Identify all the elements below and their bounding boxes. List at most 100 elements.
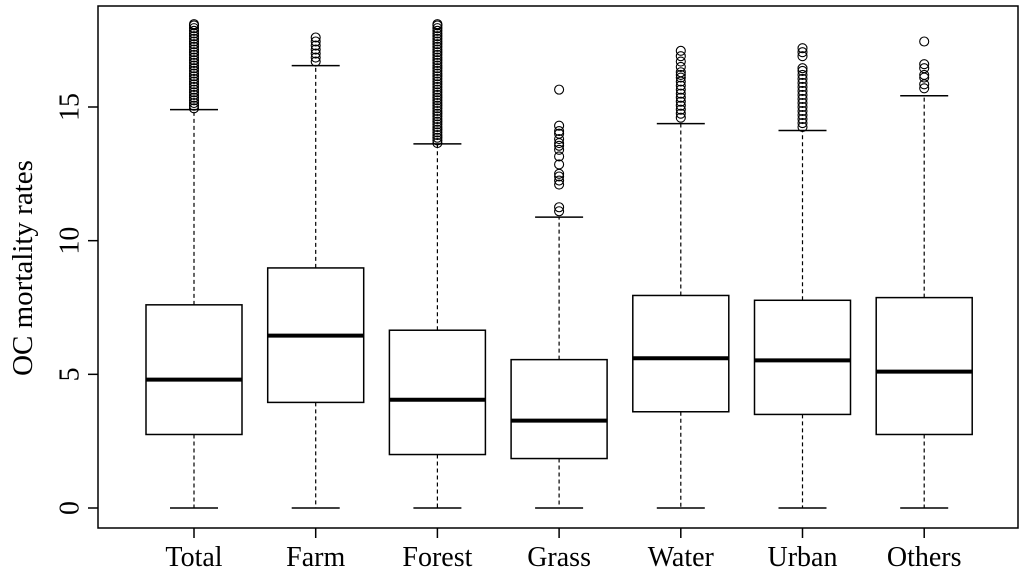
outlier-point [432,49,443,60]
outlier-point [797,109,808,121]
outlier-point [188,33,200,44]
outlier-point [797,63,808,74]
outlier-point [432,47,443,58]
outlier-point [432,65,443,76]
iqr-box [875,296,973,436]
outlier-point [188,87,200,98]
outlier-point [432,71,443,82]
outlier-point [188,73,200,84]
outlier-point [188,97,200,109]
y-tick-label: 10 [54,227,85,255]
outlier-point [432,60,443,71]
outlier-point [797,93,808,105]
outlier-point [675,67,686,78]
outlier-point [432,68,443,79]
outlier-point [432,25,443,36]
outlier-point [432,97,443,109]
x-tick-label: Total [165,542,222,572]
outlier-point [675,112,686,123]
outlier-point [432,132,443,143]
iqr-box [145,304,243,436]
outlier-point [188,44,200,55]
outlier-point [675,88,686,99]
outlier-point [188,68,200,79]
outlier-point [675,80,686,91]
outlier-point [188,55,200,66]
outlier-point [554,134,565,145]
outlier-point [432,84,443,95]
outlier-point [188,95,200,106]
outlier-point [188,31,200,42]
outlier-point [797,69,808,80]
x-tick-label: Urban [768,542,838,572]
outlier-point [554,151,565,162]
outlier-point [432,39,443,50]
outlier-point [432,113,443,125]
plot-frame [97,5,1019,529]
outlier-point [919,59,930,70]
outlier-point [432,76,443,87]
outlier-point [919,36,930,47]
outlier-point [797,43,808,54]
outlier-point [919,83,930,94]
outlier-point [797,117,808,129]
outlier-point [432,127,443,138]
box-forest [388,19,487,509]
outlier-point [188,19,200,30]
outlier-point [432,57,443,68]
outlier-point [432,124,443,135]
x-tick-label: Farm [286,542,345,572]
outlier-point [188,65,200,76]
outlier-point [188,76,200,87]
box-urban [753,43,852,509]
outlier-point [675,56,686,67]
outlier-point [432,95,443,106]
x-tick-label: Grass [527,542,591,572]
outlier-point [675,100,686,111]
outlier-point [432,103,443,114]
outlier-point [188,49,200,60]
outlier-point [310,44,321,55]
outlier-point [432,100,443,111]
outlier-point [675,69,686,80]
outlier-point [432,55,443,66]
iqr-box [753,299,852,416]
outlier-point [310,40,321,51]
box-group [145,19,973,509]
outlier-point [188,71,200,82]
outlier-point [432,105,443,117]
box-others [875,36,973,509]
outlier-point [554,84,565,95]
outlier-point [919,69,930,80]
outlier-point [432,135,443,146]
outlier-point [188,60,200,71]
outlier-point [432,63,443,74]
outlier-point [188,81,200,92]
outlier-point [432,44,443,55]
outlier-point [188,39,200,50]
outlier-point [797,47,808,58]
outlier-point [188,25,200,36]
outlier-point [554,206,565,217]
iqr-box [510,358,608,460]
outlier-point [797,97,808,109]
outlier-point [432,33,443,44]
iqr-box [632,294,730,413]
outlier-point [432,122,443,133]
outlier-point [675,96,686,107]
outlier-point [797,65,808,76]
outlier-point [554,120,565,131]
outlier-point [432,41,443,52]
outlier-point [432,116,443,127]
outlier-point [310,32,321,43]
outlier-point [554,144,565,155]
y-axis-label: OC mortality rates [7,160,39,376]
outlier-point [432,87,443,98]
outlier-point [554,175,565,186]
outlier-point [188,36,200,47]
outlier-point [554,179,565,190]
outlier-point [675,45,686,56]
outlier-point [432,31,443,42]
outlier-point [675,84,686,95]
